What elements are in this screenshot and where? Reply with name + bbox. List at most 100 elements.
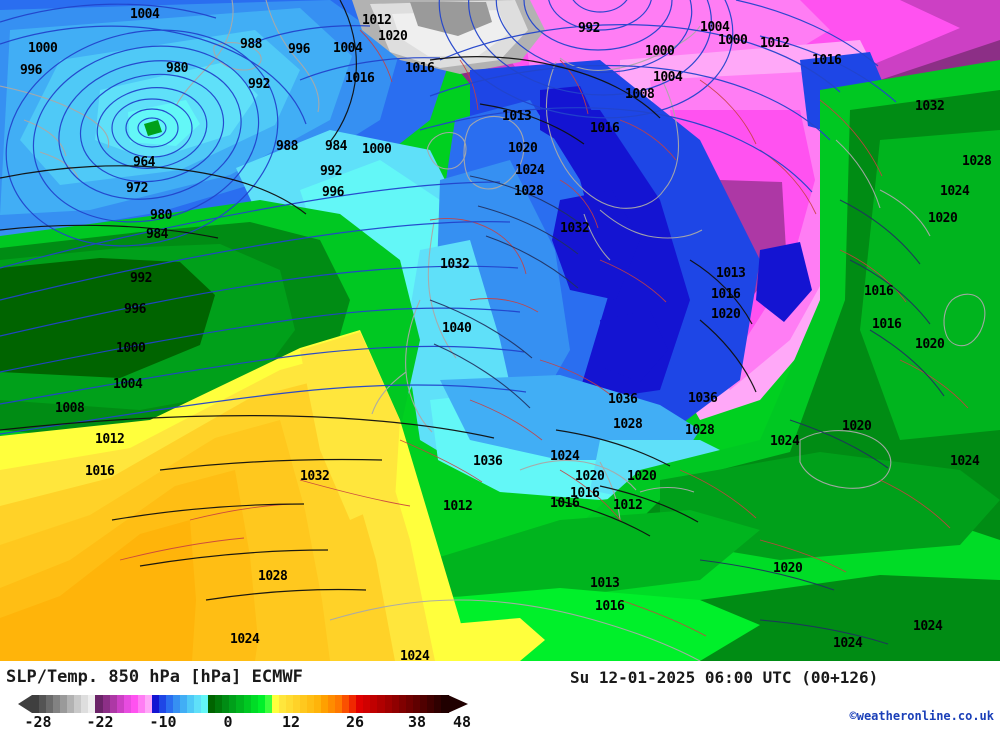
temp-band-green-east2 bbox=[860, 130, 1000, 440]
color-swatch bbox=[222, 695, 230, 713]
isobar-label: 1024 bbox=[515, 163, 545, 178]
isobar-label: 1036 bbox=[608, 392, 638, 407]
color-swatch bbox=[412, 695, 421, 713]
isobar-label: 1000 bbox=[116, 341, 146, 356]
isobar-label: 1028 bbox=[685, 423, 715, 438]
isobar-label: 1028 bbox=[258, 569, 288, 584]
color-swatch bbox=[102, 695, 111, 713]
color-swatch bbox=[278, 695, 287, 713]
color-swatch bbox=[144, 695, 153, 713]
color-swatch bbox=[67, 695, 75, 713]
color-swatch bbox=[201, 695, 209, 713]
color-swatch bbox=[321, 695, 329, 713]
isobar-label: 964 bbox=[133, 155, 155, 170]
color-swatch bbox=[215, 695, 223, 713]
color-swatch bbox=[328, 695, 336, 713]
temp-core-alps bbox=[600, 310, 668, 382]
isobar-label: 1016 bbox=[711, 287, 741, 302]
color-swatch bbox=[208, 695, 216, 713]
isobar-label: 992 bbox=[248, 77, 270, 92]
color-swatch bbox=[137, 695, 146, 713]
isobar-label: 1020 bbox=[627, 469, 657, 484]
isobar-label: 1004 bbox=[130, 7, 160, 22]
color-swatch bbox=[285, 695, 294, 713]
isobar-label: 988 bbox=[240, 37, 262, 52]
color-swatch bbox=[335, 695, 343, 713]
color-scale-tick-label: -10 bbox=[149, 713, 177, 731]
isobar-label: 1036 bbox=[688, 391, 718, 406]
color-swatch bbox=[264, 695, 273, 713]
color-swatch bbox=[292, 695, 301, 713]
color-scale-left-cap bbox=[18, 695, 32, 713]
color-swatch bbox=[173, 695, 181, 713]
color-swatch bbox=[32, 695, 40, 713]
isobar-label: 996 bbox=[322, 185, 344, 200]
color-swatch bbox=[194, 695, 202, 713]
isobar-label: 1020 bbox=[928, 211, 958, 226]
color-swatch bbox=[377, 695, 386, 713]
temp-core-low-eye bbox=[144, 120, 162, 136]
forecast-timestamp: Su 12-01-2025 06:00 UTC (00+126) bbox=[570, 668, 879, 687]
isobar-label: 1016 bbox=[590, 121, 620, 136]
isobar-label: 1016 bbox=[812, 53, 842, 68]
isobar-label: 1016 bbox=[595, 599, 625, 614]
isobar-label: 1012 bbox=[95, 432, 125, 447]
map-footer: SLP/Temp. 850 hPa [hPa] ECMWF Su 12-01-2… bbox=[0, 661, 1000, 733]
color-scale bbox=[18, 695, 468, 713]
isobar-label: 1004 bbox=[113, 377, 143, 392]
isobar-label: 1020 bbox=[378, 29, 408, 44]
color-swatch bbox=[46, 695, 54, 713]
color-scale-tick-label: 26 bbox=[345, 713, 365, 731]
chart-title: SLP/Temp. 850 hPa [hPa] ECMWF bbox=[6, 667, 303, 687]
isobar-label: 1024 bbox=[230, 632, 260, 647]
isobar-label: 1020 bbox=[842, 419, 872, 434]
color-swatch bbox=[151, 695, 160, 713]
isobar-label: 1024 bbox=[400, 649, 430, 661]
color-swatch bbox=[236, 695, 245, 713]
isobar-label: 996 bbox=[20, 63, 42, 78]
isobar-label: 1016 bbox=[85, 464, 115, 479]
weather-map-canvas[interactable]: 1004 1000 996 980 988 996 1004 992 1016 1020 1012 1… bbox=[0, 0, 1000, 661]
color-swatch bbox=[243, 695, 252, 713]
color-swatch bbox=[95, 695, 104, 713]
color-swatch bbox=[398, 695, 407, 713]
color-swatch bbox=[314, 695, 322, 713]
color-swatch bbox=[299, 695, 308, 713]
isobar-label: 1013 bbox=[716, 266, 746, 281]
isobar-label: 1004 bbox=[653, 70, 683, 85]
isobar-label: 1013 bbox=[502, 109, 532, 124]
isobar-label: 1028 bbox=[514, 184, 544, 199]
color-swatch bbox=[384, 695, 393, 713]
color-swatch bbox=[405, 695, 414, 713]
isobar-label: 1032 bbox=[560, 221, 590, 236]
isobar-label: 1020 bbox=[508, 141, 538, 156]
isobar-label: 1008 bbox=[55, 401, 85, 416]
isobar-label: 1016 bbox=[345, 71, 375, 86]
color-scale-tick-label: 12 bbox=[281, 713, 301, 731]
color-scale-swatches bbox=[18, 695, 468, 713]
isobar-label: 992 bbox=[130, 271, 152, 286]
isobar-label: 1012 bbox=[443, 499, 473, 514]
color-swatch bbox=[123, 695, 132, 713]
isobar-label: 1004 bbox=[700, 20, 730, 35]
isobar-label: 1024 bbox=[940, 184, 970, 199]
color-swatch bbox=[109, 695, 118, 713]
isobar-label: 1024 bbox=[770, 434, 800, 449]
isobar-label: 1024 bbox=[950, 454, 980, 469]
color-swatch bbox=[440, 695, 449, 713]
copyright-notice: ©weatheronline.co.uk bbox=[849, 709, 995, 723]
isobar-label: 1024 bbox=[550, 449, 580, 464]
isobar-label: 992 bbox=[578, 21, 600, 36]
color-swatch bbox=[39, 695, 47, 713]
color-swatch bbox=[271, 695, 280, 713]
color-swatch bbox=[363, 695, 372, 713]
color-swatch bbox=[229, 695, 238, 713]
isobar-label: 996 bbox=[124, 302, 146, 317]
isobar-label: 1024 bbox=[913, 619, 943, 634]
color-swatch bbox=[180, 695, 188, 713]
slp-temp-850hpa-field bbox=[0, 0, 1000, 661]
color-swatch bbox=[130, 695, 139, 713]
color-scale-ticks: -28 -22 -10 0 12 26 38 48 bbox=[0, 713, 480, 733]
color-swatch bbox=[187, 695, 195, 713]
